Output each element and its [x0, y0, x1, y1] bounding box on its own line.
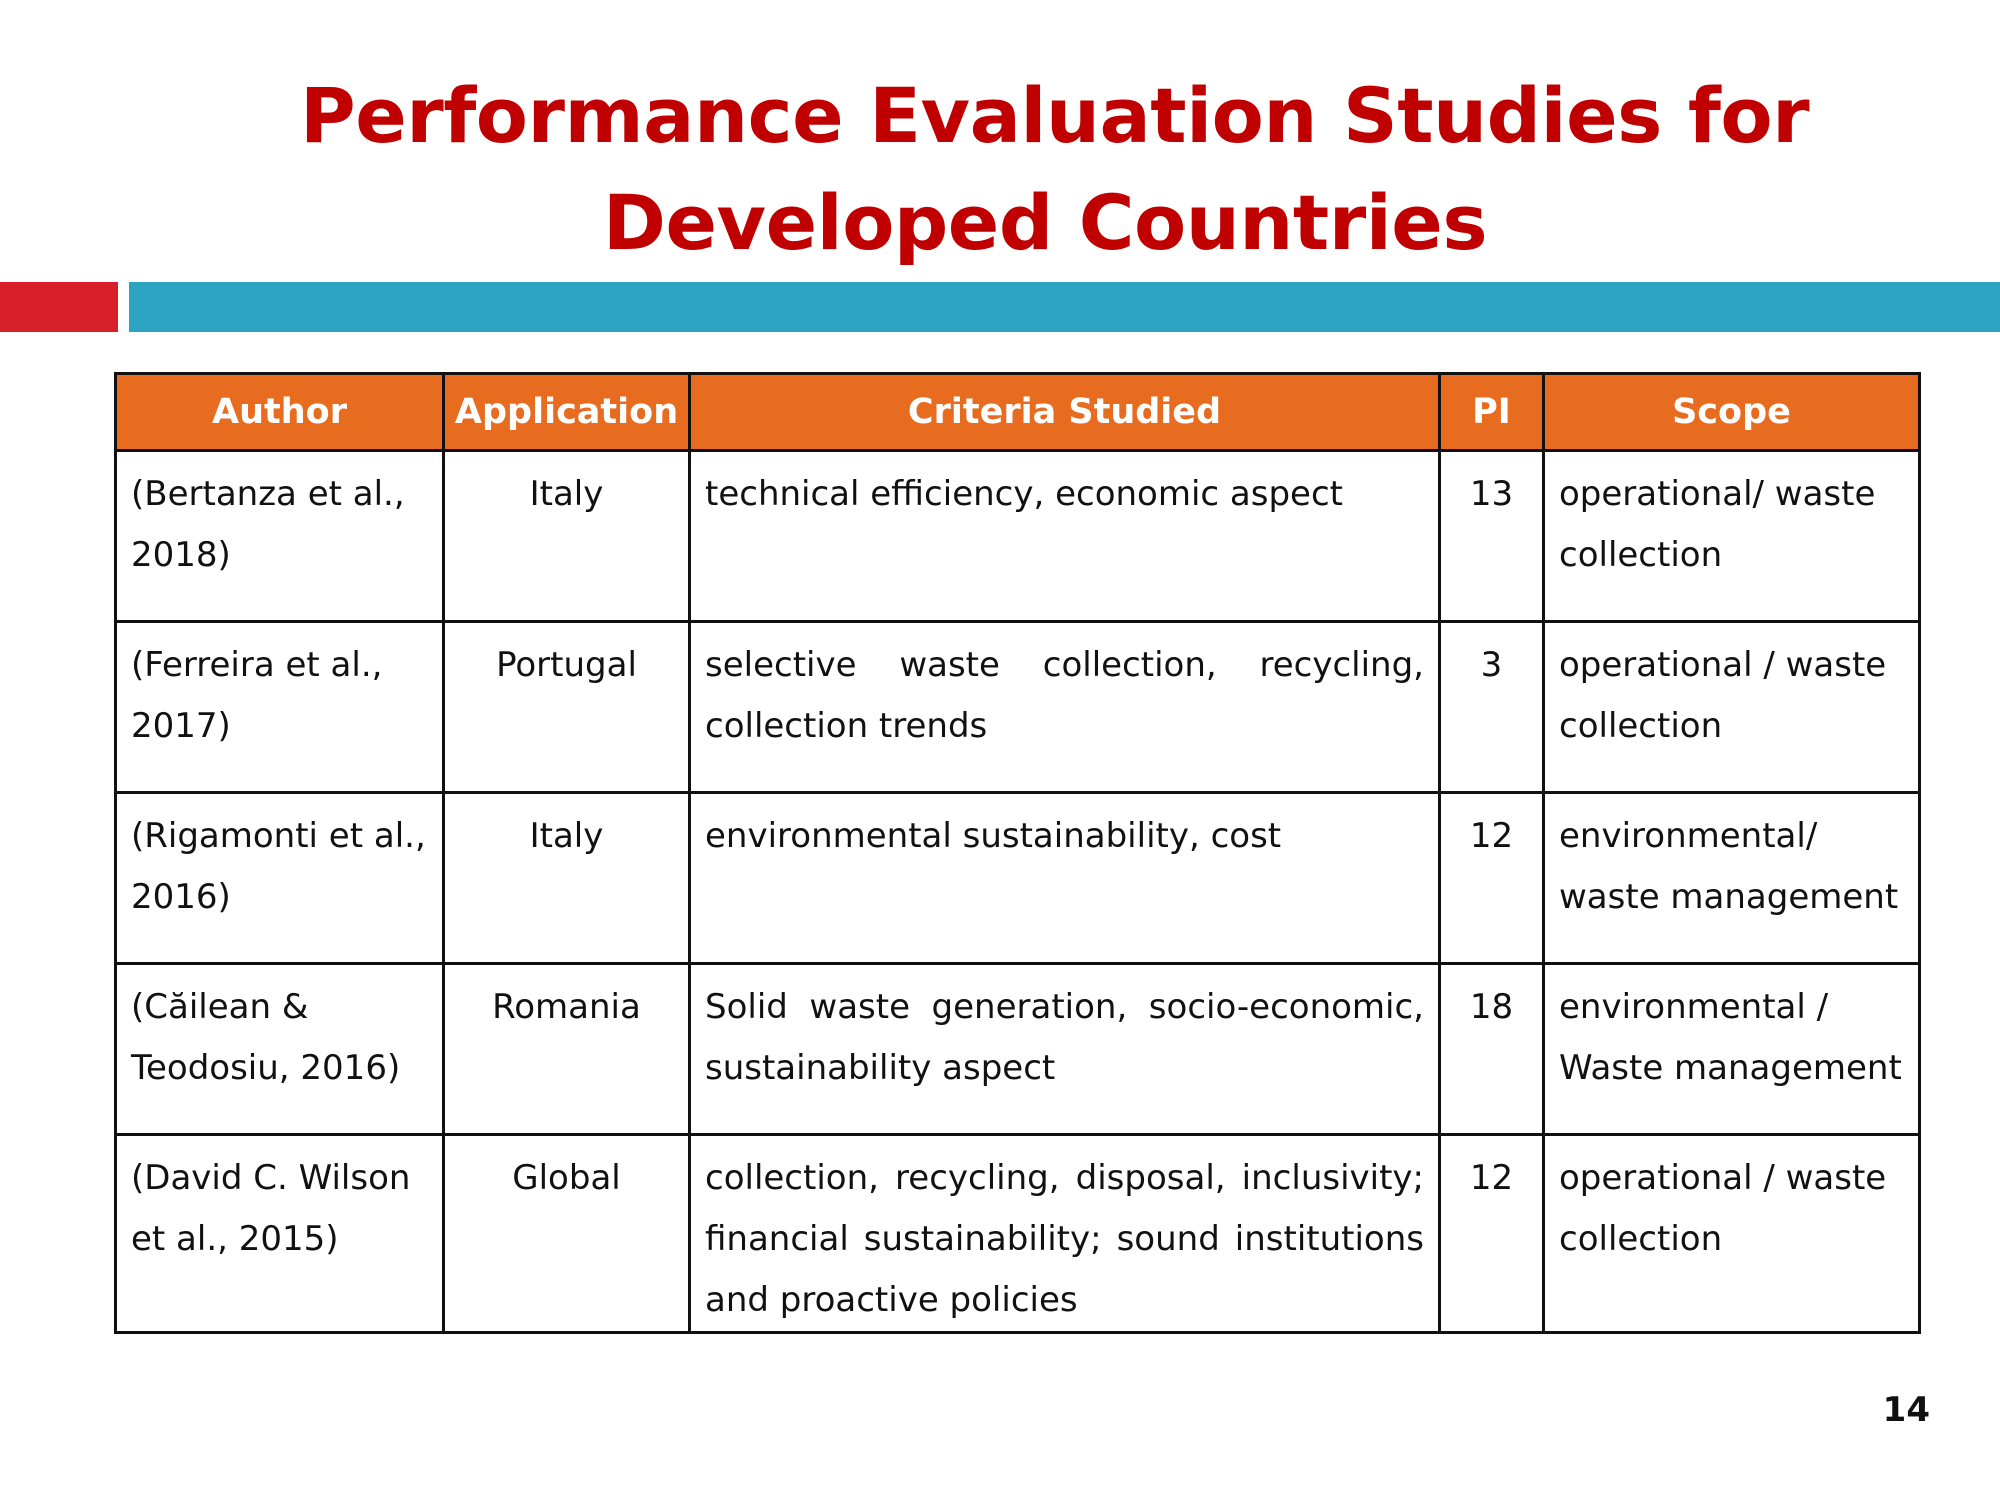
- slide-title: Performance Evaluation Studies for Devel…: [300, 62, 1810, 276]
- cell-criteria: collection, recycling, disposal, inclusi…: [688, 1133, 1441, 1334]
- cell-pi: 18: [1438, 962, 1545, 1136]
- table-row: (Căilean & Teodosiu, 2016) Romania Solid…: [114, 962, 1921, 1136]
- table-header-row: Author Application Criteria Studied PI S…: [114, 372, 1921, 452]
- column-header-author: Author: [114, 372, 445, 452]
- cell-author: (Căilean & Teodosiu, 2016): [114, 962, 445, 1136]
- cell-author: (David C. Wilson et al., 2015): [114, 1133, 445, 1334]
- cell-pi: 12: [1438, 791, 1545, 965]
- cell-scope: operational / waste collection: [1542, 1133, 1921, 1334]
- table-row: (Ferreira et al., 2017) Portugal selecti…: [114, 620, 1921, 794]
- accent-bar-red: [0, 282, 118, 332]
- column-header-application: Application: [442, 372, 691, 452]
- page-number: 14: [1882, 1390, 1930, 1430]
- accent-bar-blue: [129, 282, 2000, 332]
- table-row: (Rigamonti et al., 2016) Italy environme…: [114, 791, 1921, 965]
- cell-pi: 13: [1438, 449, 1545, 623]
- cell-application: Portugal: [442, 620, 691, 794]
- cell-author: (Ferreira et al., 2017): [114, 620, 445, 794]
- column-header-scope: Scope: [1542, 372, 1921, 452]
- slide-title-line-2: Developed Countries: [602, 178, 1488, 267]
- table-row: (Bertanza et al., 2018) Italy technical …: [114, 449, 1921, 623]
- column-header-criteria: Criteria Studied: [688, 372, 1441, 452]
- cell-criteria: selective waste collection, recycling, c…: [688, 620, 1441, 794]
- slide-title-line-1: Performance Evaluation Studies for: [300, 71, 1810, 160]
- cell-scope: operational / waste collection: [1542, 620, 1921, 794]
- cell-scope: operational/ waste collection: [1542, 449, 1921, 623]
- cell-application: Romania: [442, 962, 691, 1136]
- cell-criteria: Solid waste generation, socio-economic, …: [688, 962, 1441, 1136]
- cell-pi: 3: [1438, 620, 1545, 794]
- studies-table: Author Application Criteria Studied PI S…: [114, 372, 1921, 1334]
- cell-application: Global: [442, 1133, 691, 1334]
- cell-author: (Bertanza et al., 2018): [114, 449, 445, 623]
- cell-application: Italy: [442, 791, 691, 965]
- cell-scope: environmental / Waste management: [1542, 962, 1921, 1136]
- column-header-pi: PI: [1438, 372, 1545, 452]
- cell-criteria: environmental sustainability, cost: [688, 791, 1441, 965]
- cell-application: Italy: [442, 449, 691, 623]
- cell-scope: environmental/ waste management: [1542, 791, 1921, 965]
- cell-author: (Rigamonti et al., 2016): [114, 791, 445, 965]
- table-row: (David C. Wilson et al., 2015) Global co…: [114, 1133, 1921, 1334]
- cell-criteria: technical efficiency, economic aspect: [688, 449, 1441, 623]
- cell-pi: 12: [1438, 1133, 1545, 1334]
